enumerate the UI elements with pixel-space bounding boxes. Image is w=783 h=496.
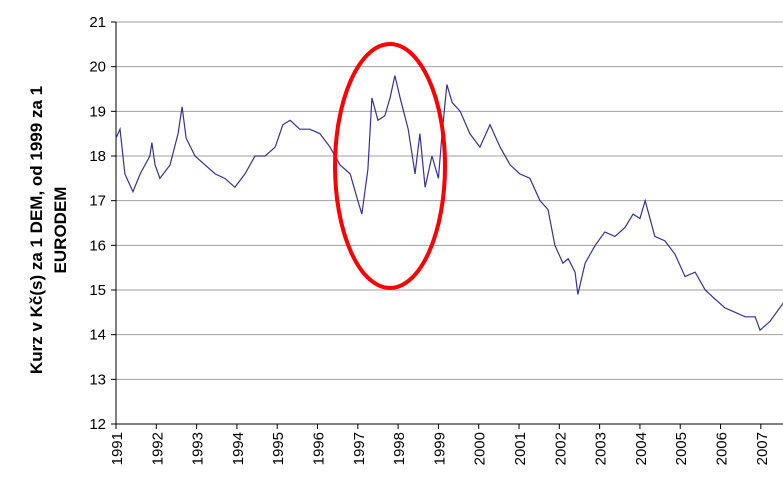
y-tick-label: 15	[89, 282, 106, 299]
x-tick-label: 2005	[673, 432, 690, 465]
x-tick-label: 1996	[311, 432, 328, 465]
y-tick-label: 20	[89, 59, 106, 76]
x-tick-label: 2006	[714, 432, 731, 465]
y-axis-label: EURODEM	[51, 187, 70, 274]
x-tick-label: 2007	[754, 432, 771, 465]
x-tick-label: 1997	[351, 432, 368, 465]
x-tick-label: 2001	[512, 432, 529, 465]
x-tick-label: 2003	[593, 432, 610, 465]
x-tick-label: 1994	[230, 432, 247, 465]
y-tick-label: 13	[89, 371, 106, 388]
y-tick-label: 12	[89, 416, 106, 433]
data-line	[115, 75, 783, 332]
x-tick-label: 1991	[109, 432, 126, 465]
x-tick-label: 2002	[552, 432, 569, 465]
highlight-ellipse	[333, 42, 447, 290]
y-tick-label: 14	[89, 327, 106, 344]
x-tick-label: 1992	[149, 432, 166, 465]
y-tick-label: 19	[89, 103, 106, 120]
x-tick-label: 2000	[472, 432, 489, 465]
y-tick-label: 17	[89, 193, 106, 210]
x-tick-label: 1998	[391, 432, 408, 465]
x-tick-label: 1993	[190, 432, 207, 465]
y-tick-label: 21	[89, 14, 106, 31]
y-axis-label: Kurz v Kč(s) za 1 DEM, od 1999 za 1	[27, 86, 46, 374]
x-tick-label: 2004	[633, 432, 650, 465]
y-tick-label: 18	[89, 148, 106, 165]
y-tick-label: 16	[89, 237, 106, 254]
x-tick-label: 1995	[270, 432, 287, 465]
x-tick-label: 1999	[431, 432, 448, 465]
